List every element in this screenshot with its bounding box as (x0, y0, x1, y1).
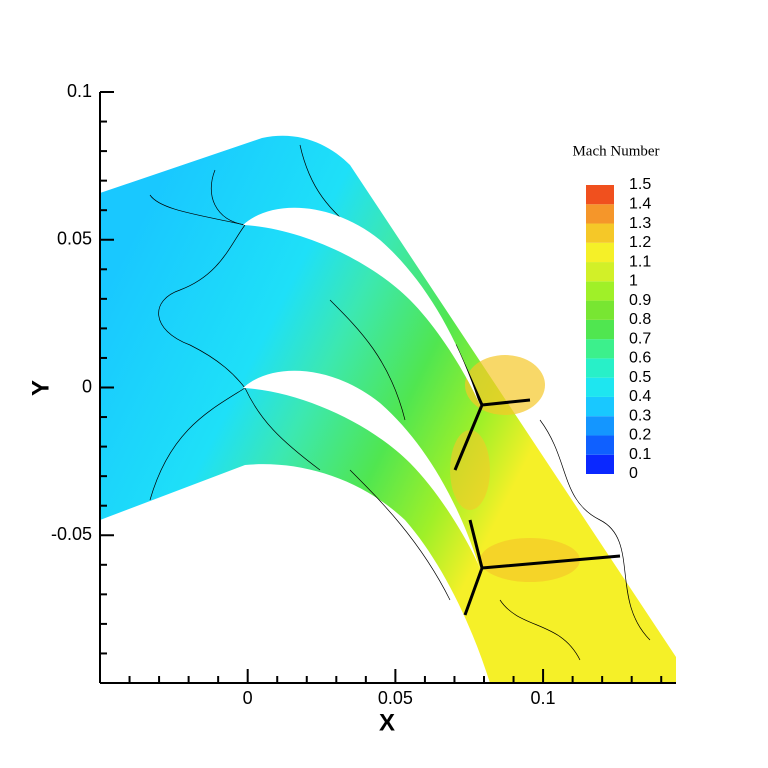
y-tick-label: 0.05 (57, 229, 92, 249)
colorbar-band (586, 435, 614, 455)
y-tick-label: -0.05 (51, 524, 92, 544)
colorbar-band (586, 396, 614, 417)
colorbar-band (586, 204, 614, 224)
colorbar-label: 1.1 (629, 253, 651, 270)
x-tick-label: 0.05 (378, 688, 413, 708)
colorbar-band (586, 281, 614, 301)
colorbar-label: 1 (629, 273, 638, 290)
colorbar-band (586, 377, 614, 397)
colorbar-label: 0.5 (629, 369, 651, 386)
colorbar-band (586, 358, 614, 378)
colorbar-label: 0.2 (629, 427, 651, 444)
colorbar-band (586, 454, 614, 474)
x-axis-label: X (379, 709, 395, 736)
colorbar-label: 1.5 (629, 176, 651, 193)
colorbar-band (586, 339, 614, 359)
colorbar-band (586, 319, 614, 340)
colorbar-band (586, 223, 614, 243)
y-tick-label: 0 (82, 376, 92, 396)
y-axis-label: Y (27, 380, 54, 396)
y-tick-label: 0.1 (67, 81, 92, 101)
colorbar-label: 0.1 (629, 446, 651, 463)
blades (243, 207, 482, 573)
colorbar-label: 1.2 (629, 234, 651, 251)
colorbar-band (586, 416, 614, 436)
colorbar-label: 0.3 (629, 407, 651, 424)
flow-field (100, 135, 676, 683)
x-tick-label: 0.1 (531, 688, 556, 708)
colorbar-label: 0 (629, 465, 638, 482)
colorbar-label: 0.6 (629, 350, 651, 367)
colorbar-label: 1.4 (629, 195, 651, 212)
x-tick-label: 0 (243, 688, 253, 708)
colorbar-band (586, 300, 614, 320)
colorbar-label: 0.9 (629, 292, 651, 309)
colorbar-label: 0.7 (629, 330, 651, 347)
colorbar-label: 0.4 (629, 388, 651, 405)
colorbar-title: Mach Number (572, 143, 659, 159)
colorbar-label: 0.8 (629, 311, 651, 328)
colorbar-band (586, 185, 614, 205)
colorbar-label: 1.3 (629, 215, 651, 232)
colorbar-band (586, 242, 614, 263)
colorbar-band (586, 262, 614, 282)
